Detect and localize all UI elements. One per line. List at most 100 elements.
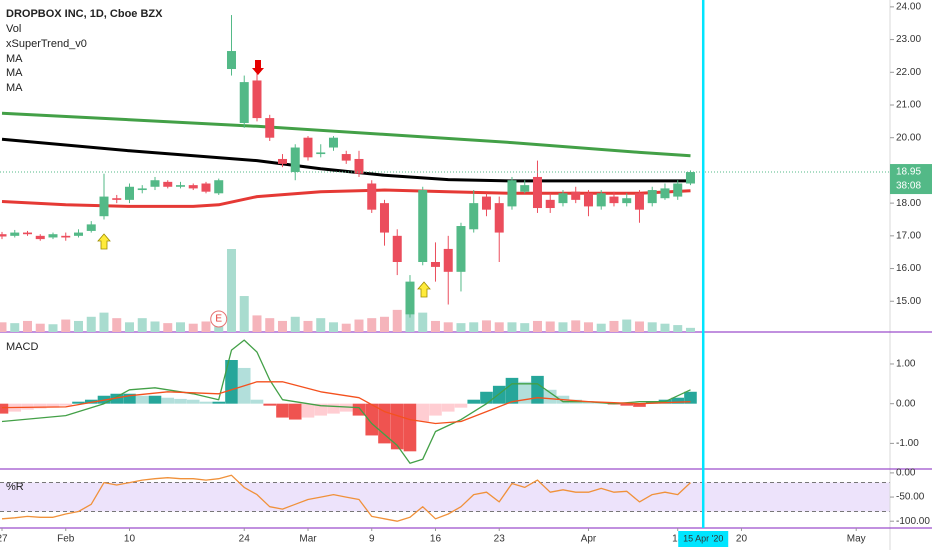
y-tick-label: 18.00 (896, 198, 921, 209)
histogram-bar (429, 403, 442, 416)
histogram-bar (21, 403, 34, 410)
countdown-label: 38:08 (896, 181, 921, 192)
histogram-bar (378, 403, 391, 444)
volume-bar (405, 309, 415, 332)
y-tick-label: 24.00 (896, 2, 921, 13)
chart-title: DROPBOX INC, 1D, Cboe BZX (6, 8, 163, 20)
histogram-bar (84, 399, 98, 404)
line-series (1, 381, 691, 425)
volume-bar (0, 322, 7, 332)
volume-bar (35, 323, 45, 332)
candle-body (634, 193, 644, 210)
volume-bar (10, 323, 20, 332)
candle-body (405, 281, 415, 315)
x-tick-label: Mar (299, 534, 317, 545)
histogram-bar (671, 397, 685, 404)
candle-body (201, 183, 211, 192)
candle-body (277, 158, 287, 164)
volume-bar (252, 315, 262, 332)
candle-body (558, 193, 568, 204)
histogram-bar (505, 377, 519, 404)
x-tick-label: 10 (124, 534, 136, 545)
x-tick-label: 27 (0, 534, 8, 545)
y-tick-label: 17.00 (896, 230, 921, 241)
candle-body (379, 203, 389, 233)
candle-body (188, 185, 198, 189)
volume-bar (137, 318, 147, 332)
candle-body (61, 235, 71, 238)
y-tick-label: 0.00 (896, 468, 916, 479)
volume-bar (341, 323, 351, 332)
candle-body (430, 262, 440, 267)
histogram-bar (199, 401, 213, 404)
volume-bar (163, 323, 173, 332)
histogram-bar (301, 403, 315, 418)
line-series (1, 474, 691, 522)
legend-entry: MA (6, 53, 23, 65)
volume-bar (660, 323, 670, 332)
histogram-bar (225, 360, 238, 404)
histogram-bar (314, 403, 328, 416)
volume-bar (545, 321, 555, 332)
candle-body (673, 183, 683, 197)
histogram-bar (416, 403, 430, 422)
volume-bar (558, 322, 568, 332)
y-tick-label: 15.00 (896, 296, 921, 307)
panel-title: %R (6, 481, 24, 493)
volume-bar (418, 312, 428, 332)
histogram-bar (365, 403, 379, 436)
volume-bar (303, 320, 313, 332)
candle-body (23, 232, 33, 235)
candle-body (609, 196, 619, 204)
histogram-bar (33, 403, 47, 409)
candle-body (507, 180, 517, 207)
volume-bar (73, 320, 83, 332)
x-tick-label: 13 (672, 534, 684, 545)
candle-body (469, 203, 479, 230)
last-price-tag (890, 164, 932, 195)
y-tick-label: 1.00 (896, 359, 916, 370)
volume-bar (367, 318, 377, 332)
candle-body (418, 190, 428, 263)
current-date-label: 15 Apr '20 (683, 533, 723, 543)
sell-signal-arrow (252, 60, 264, 75)
histogram-bar (403, 403, 417, 452)
volume-bar (583, 322, 593, 332)
candle-body (303, 137, 313, 158)
candle-body (290, 147, 300, 173)
histogram-bar (263, 403, 277, 406)
volume-bar (634, 321, 644, 332)
candle-body (571, 191, 581, 200)
volume-bar (647, 322, 657, 332)
histogram-bar (467, 399, 481, 404)
histogram-bar (441, 403, 455, 412)
x-tick-label: 9 (369, 534, 375, 545)
candle-body (545, 199, 555, 209)
histogram-bar (582, 401, 595, 404)
candle-body (265, 118, 275, 138)
candle-body (137, 188, 147, 191)
volume-bar (354, 319, 364, 332)
candle-body (520, 185, 530, 192)
band-fill (0, 482, 890, 512)
histogram-bar (339, 403, 353, 412)
volume-bar (124, 322, 134, 332)
candle-body (622, 198, 632, 204)
candle-body (596, 193, 606, 207)
volume-bar (112, 318, 122, 332)
volume-bar (23, 320, 33, 332)
volume-bar (685, 327, 695, 332)
candle-body (35, 235, 45, 240)
histogram-bar (135, 395, 149, 404)
candle-body (481, 196, 491, 210)
histogram-bar (531, 375, 544, 404)
candle-body (443, 248, 453, 272)
buy-signal-arrow (417, 281, 431, 298)
candle-body (494, 203, 504, 233)
histogram-bar (161, 397, 175, 404)
volume-bar (328, 322, 338, 332)
candle-body (112, 198, 122, 200)
candle-body (10, 232, 20, 236)
volume-bar (175, 322, 185, 332)
line-series (1, 137, 691, 183)
